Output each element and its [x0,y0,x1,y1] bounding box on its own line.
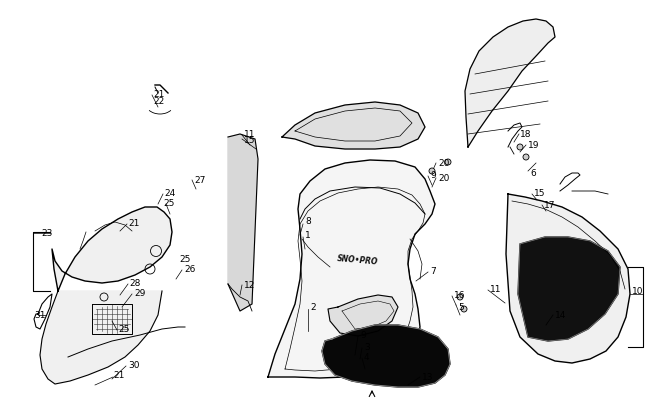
Text: 13: 13 [422,373,434,382]
Text: 6: 6 [530,168,536,177]
Text: 10: 10 [632,287,644,296]
Text: 1: 1 [305,230,311,239]
Text: 7: 7 [430,267,436,276]
Text: 27: 27 [194,175,205,184]
Polygon shape [518,237,620,341]
Polygon shape [52,207,172,291]
Polygon shape [465,20,555,148]
Text: 20: 20 [438,173,449,182]
Circle shape [445,160,451,166]
Text: 5: 5 [458,303,463,312]
Circle shape [429,168,435,175]
Polygon shape [228,135,258,311]
Polygon shape [40,291,162,384]
Text: 12: 12 [244,280,255,289]
Text: 21: 21 [113,370,124,379]
Circle shape [517,145,523,151]
Text: 18: 18 [520,129,532,138]
Text: 11: 11 [490,285,502,294]
Polygon shape [328,295,398,336]
Text: 26: 26 [184,265,196,274]
Text: 22: 22 [153,96,164,105]
Text: 28: 28 [129,279,140,288]
Circle shape [461,306,467,312]
Text: SNO•PRO: SNO•PRO [337,253,379,266]
Polygon shape [268,161,435,378]
Text: 4: 4 [364,352,370,360]
Text: 19: 19 [528,140,540,149]
Text: 25: 25 [179,255,190,264]
Text: 16: 16 [454,291,465,300]
Text: 2: 2 [310,303,316,312]
Text: 24: 24 [164,189,176,198]
Text: 23: 23 [42,229,53,238]
Polygon shape [322,325,450,387]
Polygon shape [506,194,630,363]
Text: 3: 3 [364,342,370,351]
Text: 9: 9 [360,330,366,339]
Text: 11: 11 [244,129,255,138]
Circle shape [457,294,463,300]
Text: 20: 20 [438,158,449,167]
Circle shape [523,155,529,161]
Text: 21: 21 [128,219,139,228]
Text: 14: 14 [555,310,566,319]
Text: 8: 8 [305,217,311,226]
Text: 15: 15 [534,189,545,198]
Text: 30: 30 [128,360,140,369]
Text: 31: 31 [34,310,46,319]
Text: 9: 9 [430,170,436,179]
Polygon shape [282,103,425,149]
Text: 25: 25 [118,325,129,334]
Text: 25: 25 [163,199,174,208]
Text: 15: 15 [244,135,255,144]
Text: 29: 29 [134,289,146,298]
Text: 17: 17 [544,200,556,209]
Text: 21: 21 [153,89,164,98]
